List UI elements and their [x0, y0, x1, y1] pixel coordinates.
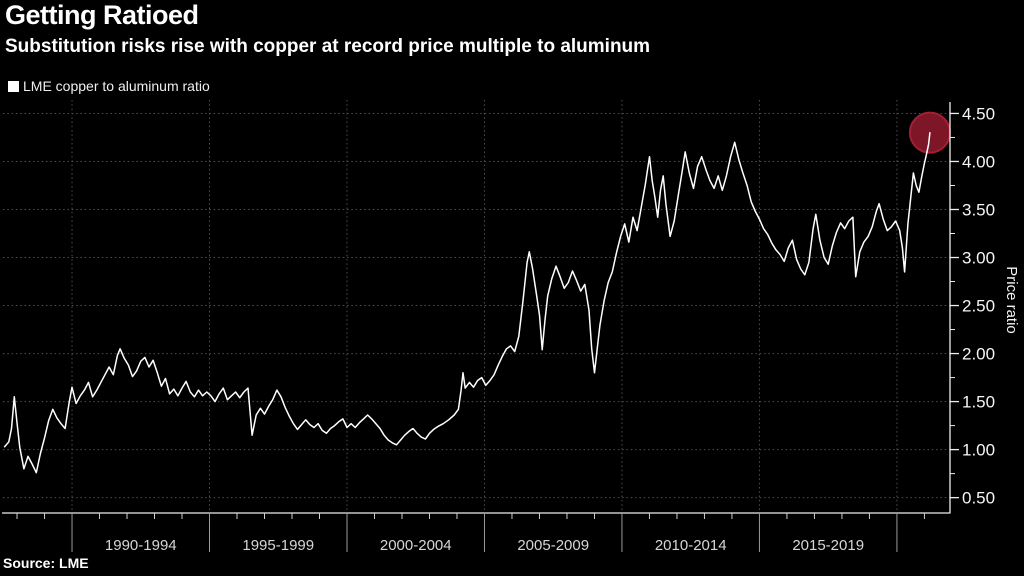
chart-subtitle: Substitution risks rise with copper at r…: [5, 36, 651, 57]
y-tick-label: 3.00: [962, 249, 995, 268]
y-axis-title: Price ratio: [1003, 266, 1020, 334]
y-tick-label: 3.50: [962, 200, 995, 219]
x-period-label: 2010-2014: [655, 537, 727, 554]
x-period-label: 1990-1994: [105, 537, 177, 554]
source-note: Source: LME: [3, 555, 89, 571]
x-period-label: 2005-2009: [517, 537, 589, 554]
y-tick-label: 2.50: [962, 297, 995, 316]
y-tick-label: 1.50: [962, 393, 995, 412]
x-period-label: 2000-2004: [380, 537, 452, 554]
x-period-label: 2015-2019: [792, 537, 864, 554]
y-tick-label: 4.00: [962, 152, 995, 171]
legend: LME copper to aluminum ratio: [8, 78, 210, 94]
y-tick-label: 4.50: [962, 104, 995, 123]
y-tick-label: 0.50: [962, 489, 995, 508]
y-tick-label: 1.00: [962, 441, 995, 460]
y-tick-label: 2.00: [962, 345, 995, 364]
legend-swatch-icon: [8, 80, 19, 92]
x-period-label: 1995-1999: [242, 537, 314, 554]
page-title: Getting Ratioed: [5, 0, 199, 30]
legend-label: LME copper to aluminum ratio: [23, 78, 210, 94]
ratio-line-series: [3, 131, 931, 474]
